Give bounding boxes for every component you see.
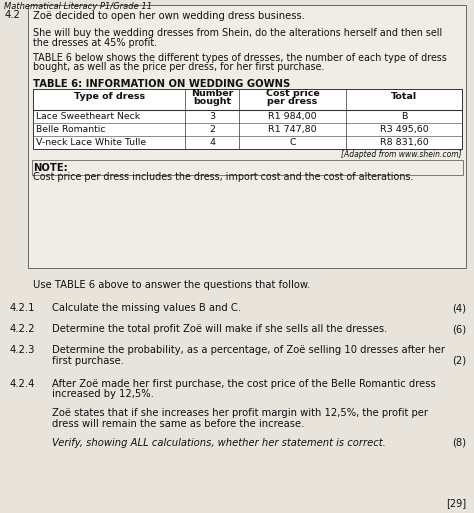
Text: Lace Sweetheart Neck: Lace Sweetheart Neck <box>36 112 140 121</box>
Text: 3: 3 <box>209 112 215 121</box>
Text: (4): (4) <box>452 303 466 313</box>
Text: 4: 4 <box>209 138 215 147</box>
Text: B: B <box>401 112 407 121</box>
Text: [Adapted from www.shein.com]: [Adapted from www.shein.com] <box>341 150 462 160</box>
Text: bought, as well as the price per dress, for her first purchase.: bought, as well as the price per dress, … <box>33 62 325 72</box>
Text: 4.2.3: 4.2.3 <box>10 345 36 355</box>
Text: Belle Romantic: Belle Romantic <box>36 125 106 134</box>
Text: 4.2: 4.2 <box>5 10 21 20</box>
Text: R8 831,60: R8 831,60 <box>380 138 428 147</box>
Text: bought: bought <box>193 97 231 106</box>
Bar <box>28 5 466 268</box>
Text: R1 984,00: R1 984,00 <box>268 112 317 121</box>
Text: Type of dress: Type of dress <box>73 92 145 101</box>
Text: Mathematical Literacy P1/Grade 11: Mathematical Literacy P1/Grade 11 <box>4 2 152 11</box>
Text: Calculate the missing values B and C.: Calculate the missing values B and C. <box>52 303 241 313</box>
Text: Verify, showing ALL calculations, whether her statement is correct.: Verify, showing ALL calculations, whethe… <box>52 438 386 447</box>
Text: Total: Total <box>391 92 417 101</box>
Text: TABLE 6: INFORMATION ON WEDDING GOWNS: TABLE 6: INFORMATION ON WEDDING GOWNS <box>33 80 290 89</box>
Text: the dresses at 45% profit.: the dresses at 45% profit. <box>33 37 157 48</box>
Text: Use TABLE 6 above to answer the questions that follow.: Use TABLE 6 above to answer the question… <box>33 280 310 290</box>
Text: R3 495,60: R3 495,60 <box>380 125 428 134</box>
Text: increased by 12,5%.: increased by 12,5%. <box>52 389 154 399</box>
Bar <box>32 160 463 175</box>
Text: 4.2.1: 4.2.1 <box>10 303 36 313</box>
Text: Determine the total profit Zoë will make if she sells all the dresses.: Determine the total profit Zoë will make… <box>52 324 387 334</box>
Text: R1 747,80: R1 747,80 <box>268 125 317 134</box>
Text: Determine the probability, as a percentage, of Zoë selling 10 dresses after her: Determine the probability, as a percenta… <box>52 345 445 355</box>
Text: (8): (8) <box>452 438 466 447</box>
Text: first purchase.: first purchase. <box>52 356 124 366</box>
Text: V-neck Lace White Tulle: V-neck Lace White Tulle <box>36 138 146 147</box>
Text: Zoë decided to open her own wedding dress business.: Zoë decided to open her own wedding dres… <box>33 11 305 21</box>
Text: 2: 2 <box>209 125 215 134</box>
Text: After Zoë made her first purchase, the cost price of the Belle Romantic dress: After Zoë made her first purchase, the c… <box>52 379 436 389</box>
Text: [29]: [29] <box>446 498 466 508</box>
Text: (6): (6) <box>452 324 466 334</box>
Text: per dress: per dress <box>267 97 318 106</box>
Text: 4.2.4: 4.2.4 <box>10 379 36 389</box>
Text: TABLE 6 below shows the different types of dresses, the number of each type of d: TABLE 6 below shows the different types … <box>33 53 447 63</box>
Text: Number: Number <box>191 89 233 98</box>
Text: (2): (2) <box>452 356 466 366</box>
Text: Cost price: Cost price <box>265 89 319 98</box>
Text: NOTE:: NOTE: <box>33 163 68 173</box>
Bar <box>33 89 462 149</box>
Text: C: C <box>289 138 296 147</box>
Text: Cost price per dress includes the dress, import cost and the cost of alterations: Cost price per dress includes the dress,… <box>33 172 413 183</box>
Text: Zoë states that if she increases her profit margin with 12,5%, the profit per: Zoë states that if she increases her pro… <box>52 408 428 418</box>
Text: 4.2.2: 4.2.2 <box>10 324 36 334</box>
Text: She will buy the wedding dresses from Shein, do the alterations herself and then: She will buy the wedding dresses from Sh… <box>33 28 442 38</box>
Text: dress will remain the same as before the increase.: dress will remain the same as before the… <box>52 419 304 428</box>
